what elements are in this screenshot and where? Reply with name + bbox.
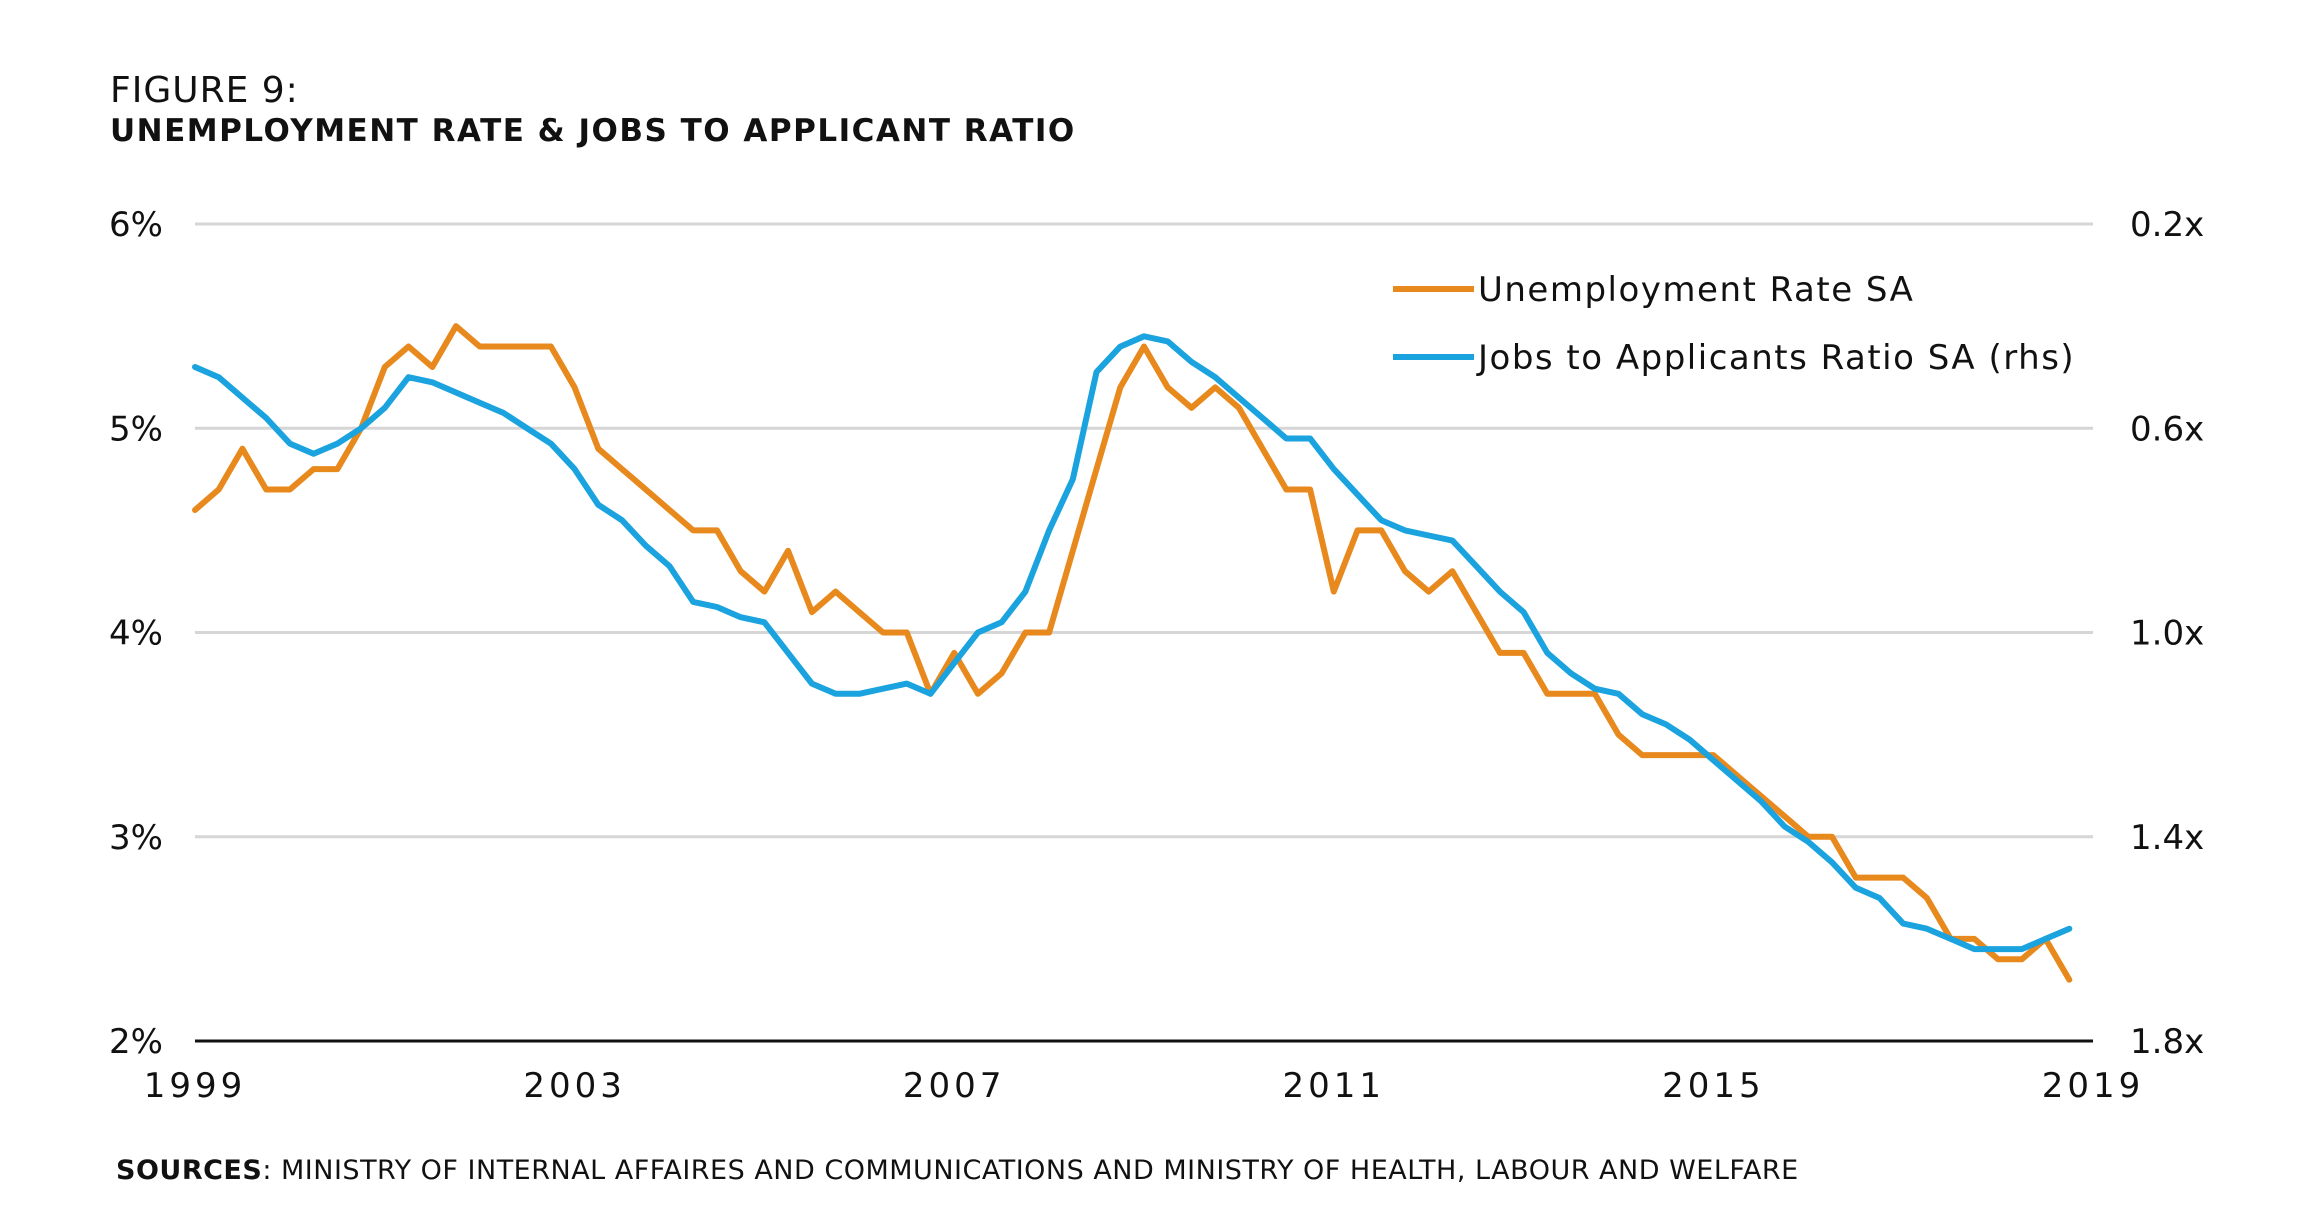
sources-prefix: SOURCES [116, 1155, 263, 1186]
right-tick-label: 0.2x [2130, 205, 2204, 245]
left-tick-label: 5% [109, 409, 163, 449]
left-tick-label: 6% [109, 205, 163, 245]
left-tick-label: 4% [109, 614, 163, 654]
right-tick-label: 1.8x [2130, 1022, 2204, 1062]
x-tick-label: 2015 [1662, 1066, 1765, 1106]
series-lines [192, 323, 2073, 983]
sources-text: : MINISTRY OF INTERNAL AFFAIRES AND COMM… [262, 1155, 1799, 1186]
x-tick-label: 2011 [1283, 1066, 1386, 1106]
left-tick-label: 3% [109, 818, 163, 858]
x-tick-label: 1999 [144, 1066, 247, 1106]
figure-title: UNEMPLOYMENT RATE & JOBS TO APPLICANT RA… [110, 113, 1076, 149]
legend-label: Jobs to Applicants Ratio SA (rhs) [1476, 338, 2075, 378]
right-axis-ticks: 0.2x 0.6x 1.0x 1.4x 1.8x [2130, 205, 2204, 1062]
left-tick-label: 2% [109, 1022, 163, 1062]
right-tick-label: 1.0x [2130, 614, 2204, 654]
x-tick-label: 2007 [903, 1066, 1006, 1106]
legend-label: Unemployment Rate SA [1478, 270, 1914, 310]
sources-note: SOURCES: MINISTRY OF INTERNAL AFFAIRES A… [116, 1155, 1799, 1186]
left-axis-ticks: 6% 5% 4% 3% 2% [109, 205, 163, 1062]
x-tick-label: 2019 [2042, 1066, 2145, 1106]
right-tick-label: 0.6x [2130, 409, 2204, 449]
legend: Unemployment Rate SA Jobs to Applicants R… [1393, 270, 2075, 378]
x-axis-ticks: 1999 2003 2007 2011 2015 2019 [144, 1066, 2145, 1106]
unemployment-rate-line [192, 323, 2073, 983]
jobs-ratio-line [192, 333, 2073, 953]
grid-lines [195, 222, 2093, 1043]
right-tick-label: 1.4x [2130, 818, 2204, 858]
x-tick-label: 2003 [523, 1066, 626, 1106]
figure-label: FIGURE 9: [110, 70, 299, 111]
